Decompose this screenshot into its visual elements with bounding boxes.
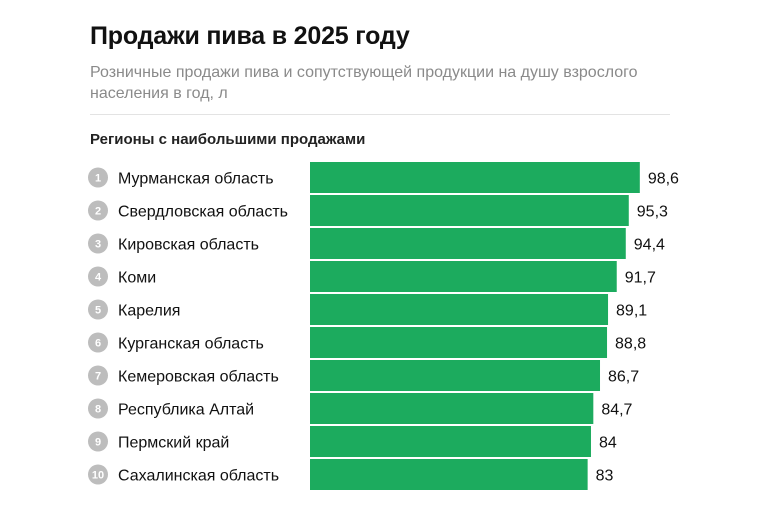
value-label: 84,7: [601, 402, 632, 419]
bar: [310, 393, 594, 424]
divider: [90, 114, 670, 115]
value-label: 95,3: [637, 204, 668, 221]
bar: [310, 261, 617, 292]
rank-number: 10: [92, 470, 104, 482]
rank-badge: [88, 200, 108, 221]
value-label: 89,1: [616, 303, 647, 320]
rank-badge: [88, 431, 108, 452]
bar: [310, 360, 601, 391]
rank-number: 7: [95, 371, 101, 383]
rank-badge: [88, 464, 108, 485]
chart-subtitle: Розничные продажи пива и сопутствующей п…: [90, 64, 638, 102]
rank-badge: [88, 365, 108, 386]
region-label: Кировская область: [118, 237, 259, 254]
value-label: 86,7: [608, 369, 639, 386]
rank-number: 3: [95, 239, 101, 251]
region-label: Сахалинская область: [118, 468, 279, 485]
bar-chart: 1 Мурманская область 98,6 2 Свердловская обл…: [88, 162, 679, 490]
rank-badge: [88, 299, 108, 320]
value-label: 91,7: [625, 270, 656, 287]
bar: [310, 426, 591, 457]
rank-number: 5: [95, 305, 101, 317]
bar: [310, 228, 626, 259]
rank-number: 4: [95, 272, 102, 284]
bar: [310, 459, 588, 490]
rank-number: 6: [95, 338, 101, 350]
region-label: Пермский край: [118, 435, 229, 452]
region-label: Коми: [118, 270, 156, 287]
rank-number: 2: [95, 206, 101, 218]
rank-badge: [88, 233, 108, 254]
bar: [310, 195, 629, 226]
value-label: 94,4: [634, 237, 665, 254]
value-label: 84: [599, 435, 617, 452]
region-label: Кемеровская область: [118, 369, 279, 386]
region-label: Свердловская область: [118, 204, 288, 221]
rank-number: 9: [95, 437, 101, 449]
region-label: Республика Алтай: [118, 402, 254, 419]
bar: [310, 162, 640, 193]
rank-badge: [88, 266, 108, 287]
rank-badge: [88, 398, 108, 419]
value-label: 83: [596, 468, 614, 485]
value-label: 88,8: [615, 336, 646, 353]
rank-number: 8: [95, 404, 101, 416]
rank-badge: [88, 167, 108, 188]
region-label: Карелия: [118, 303, 180, 320]
chart-title: Продажи пива в 2025 году: [90, 22, 410, 50]
bar: [310, 294, 609, 325]
region-label: Мурманская область: [118, 171, 274, 188]
section-label: Регионы с наибольшими продажами: [90, 131, 366, 148]
value-label: 98,6: [648, 171, 679, 188]
rank-badge: [88, 332, 108, 353]
region-label: Курганская область: [118, 336, 264, 353]
bar: [310, 327, 608, 358]
rank-number: 1: [95, 173, 101, 185]
